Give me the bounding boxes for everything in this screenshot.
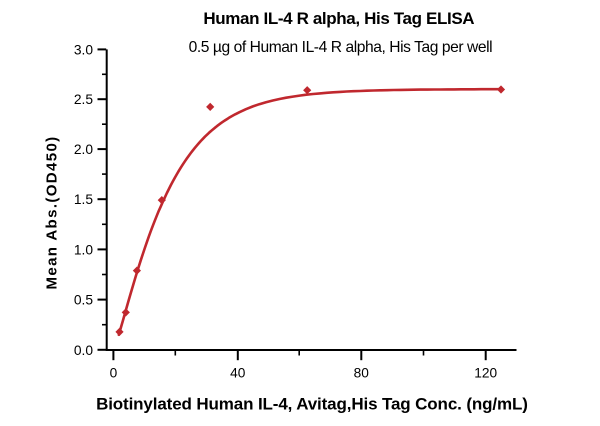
svg-text:40: 40 — [230, 366, 246, 381]
svg-text:Human IL-4 R alpha, His Tag EL: Human IL-4 R alpha, His Tag ELISA — [203, 9, 474, 28]
svg-text:2.0: 2.0 — [74, 142, 94, 157]
svg-text:0: 0 — [110, 366, 118, 381]
svg-text:1.0: 1.0 — [74, 242, 94, 257]
svg-text:Biotinylated Human IL-4, Avita: Biotinylated Human IL-4, Avitag,His Tag … — [96, 394, 528, 413]
svg-text:0.0: 0.0 — [74, 343, 94, 358]
svg-text:3.0: 3.0 — [74, 42, 94, 57]
svg-text:2.5: 2.5 — [74, 92, 94, 107]
svg-text:120: 120 — [474, 366, 497, 381]
svg-text:Mean Abs.(OD450): Mean Abs.(OD450) — [44, 135, 61, 289]
svg-text:0.5 µg of Human IL-4 R alpha,: 0.5 µg of Human IL-4 R alpha, His Tag pe… — [189, 39, 493, 56]
svg-text:80: 80 — [354, 366, 370, 381]
svg-text:1.5: 1.5 — [74, 192, 94, 207]
svg-text:0.5: 0.5 — [74, 293, 94, 308]
